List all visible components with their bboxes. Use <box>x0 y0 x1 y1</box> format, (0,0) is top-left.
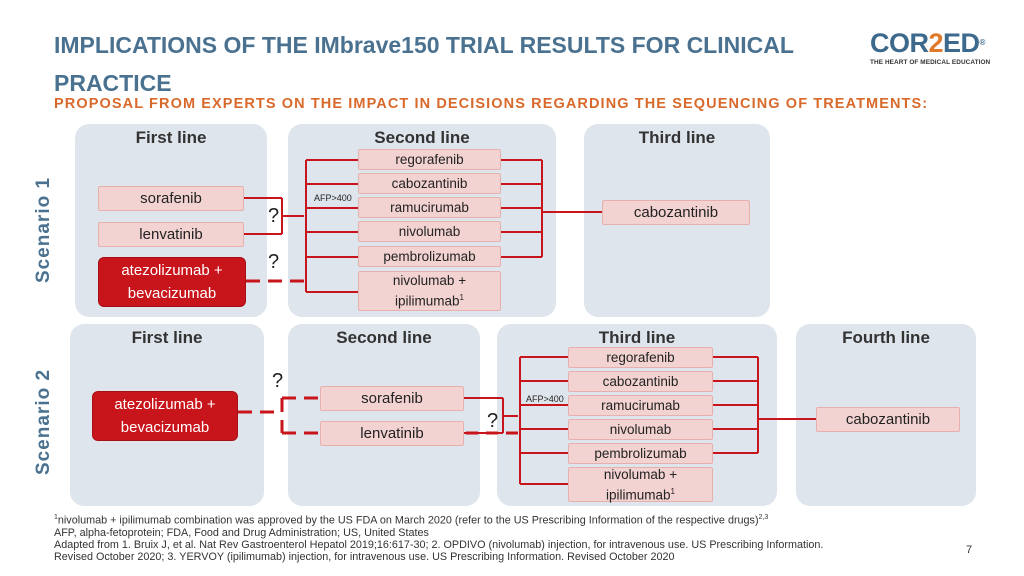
s2-question-mark-2: ? <box>487 410 499 432</box>
s1-second-pembrolizumab: pembrolizumab <box>358 246 501 267</box>
footnote-references-2: Revised October 2020; 3. YERVOY (ipilimu… <box>54 551 675 563</box>
s2-afp-label: AFP>400 <box>526 394 564 404</box>
s1-header-third-line: Third line <box>638 128 716 147</box>
cor2ed-logo: COR2ED® THE HEART OF MEDICAL EDUCATION <box>870 28 991 66</box>
s1-question-mark-2: ? <box>268 251 280 273</box>
s1-second-ramucirumab: ramucirumab <box>358 197 501 218</box>
page-title: IMPLICATIONS OF THE IMbrave150 TRIAL RES… <box>54 32 794 96</box>
s1-second-cabozantinib: cabozantinib <box>358 173 501 194</box>
s1-afp-label: AFP>400 <box>314 193 352 203</box>
s2-question-mark-1: ? <box>272 370 284 392</box>
s2-fourth-cabozantinib: cabozantinib <box>816 407 960 432</box>
footnote-references-1: Adapted from 1. Bruix J, et al. Nat Rev … <box>54 539 824 551</box>
s2-second-lenvatinib: lenvatinib <box>320 421 464 446</box>
footnote-1: 1nivolumab + ipilimumab combination was … <box>54 514 769 527</box>
page-subtitle: PROPOSAL FROM EXPERTS ON THE IMPACT IN D… <box>54 96 929 112</box>
s2-panel-second-line <box>288 324 480 506</box>
s2-header-fourth-line: Fourth line <box>842 328 930 347</box>
s1-header-first-line: First line <box>135 128 207 147</box>
s1-question-mark-1: ? <box>268 205 280 227</box>
scenario-2-label: Scenario 2 <box>33 368 54 476</box>
s1-drug-atezolizumab-bevacizumab: atezolizumab + bevacizumab <box>98 257 246 307</box>
s1-drug-sorafenib: sorafenib <box>98 186 244 211</box>
s2-second-sorafenib: sorafenib <box>320 386 464 411</box>
s1-second-regorafenib: regorafenib <box>358 149 501 170</box>
s1-drug-lenvatinib: lenvatinib <box>98 222 244 247</box>
page-number: 7 <box>966 544 973 556</box>
s1-second-nivolumab-ipilimumab: nivolumab + ipilimumab1 <box>358 271 501 311</box>
s1-header-second-line: Second line <box>374 128 470 147</box>
s2-header-second-line: Second line <box>336 328 432 347</box>
s2-third-cabozantinib: cabozantinib <box>568 371 713 392</box>
s2-header-third-line: Third line <box>598 328 676 347</box>
s2-header-first-line: First line <box>131 328 203 347</box>
footnote-abbreviations: AFP, alpha-fetoprotein; FDA, Food and Dr… <box>54 527 429 539</box>
s2-third-nivolumab-ipilimumab: nivolumab + ipilimumab1 <box>568 467 713 502</box>
s2-third-pembrolizumab: pembrolizumab <box>568 443 713 464</box>
s2-third-ramucirumab: ramucirumab <box>568 395 713 416</box>
s2-third-regorafenib: regorafenib <box>568 347 713 368</box>
s2-drug-atezolizumab-bevacizumab: atezolizumab + bevacizumab <box>92 391 238 441</box>
s2-third-nivolumab: nivolumab <box>568 419 713 440</box>
s1-second-nivolumab: nivolumab <box>358 221 501 242</box>
scenario-1-label: Scenario 1 <box>33 176 54 284</box>
s1-third-cabozantinib: cabozantinib <box>602 200 750 225</box>
